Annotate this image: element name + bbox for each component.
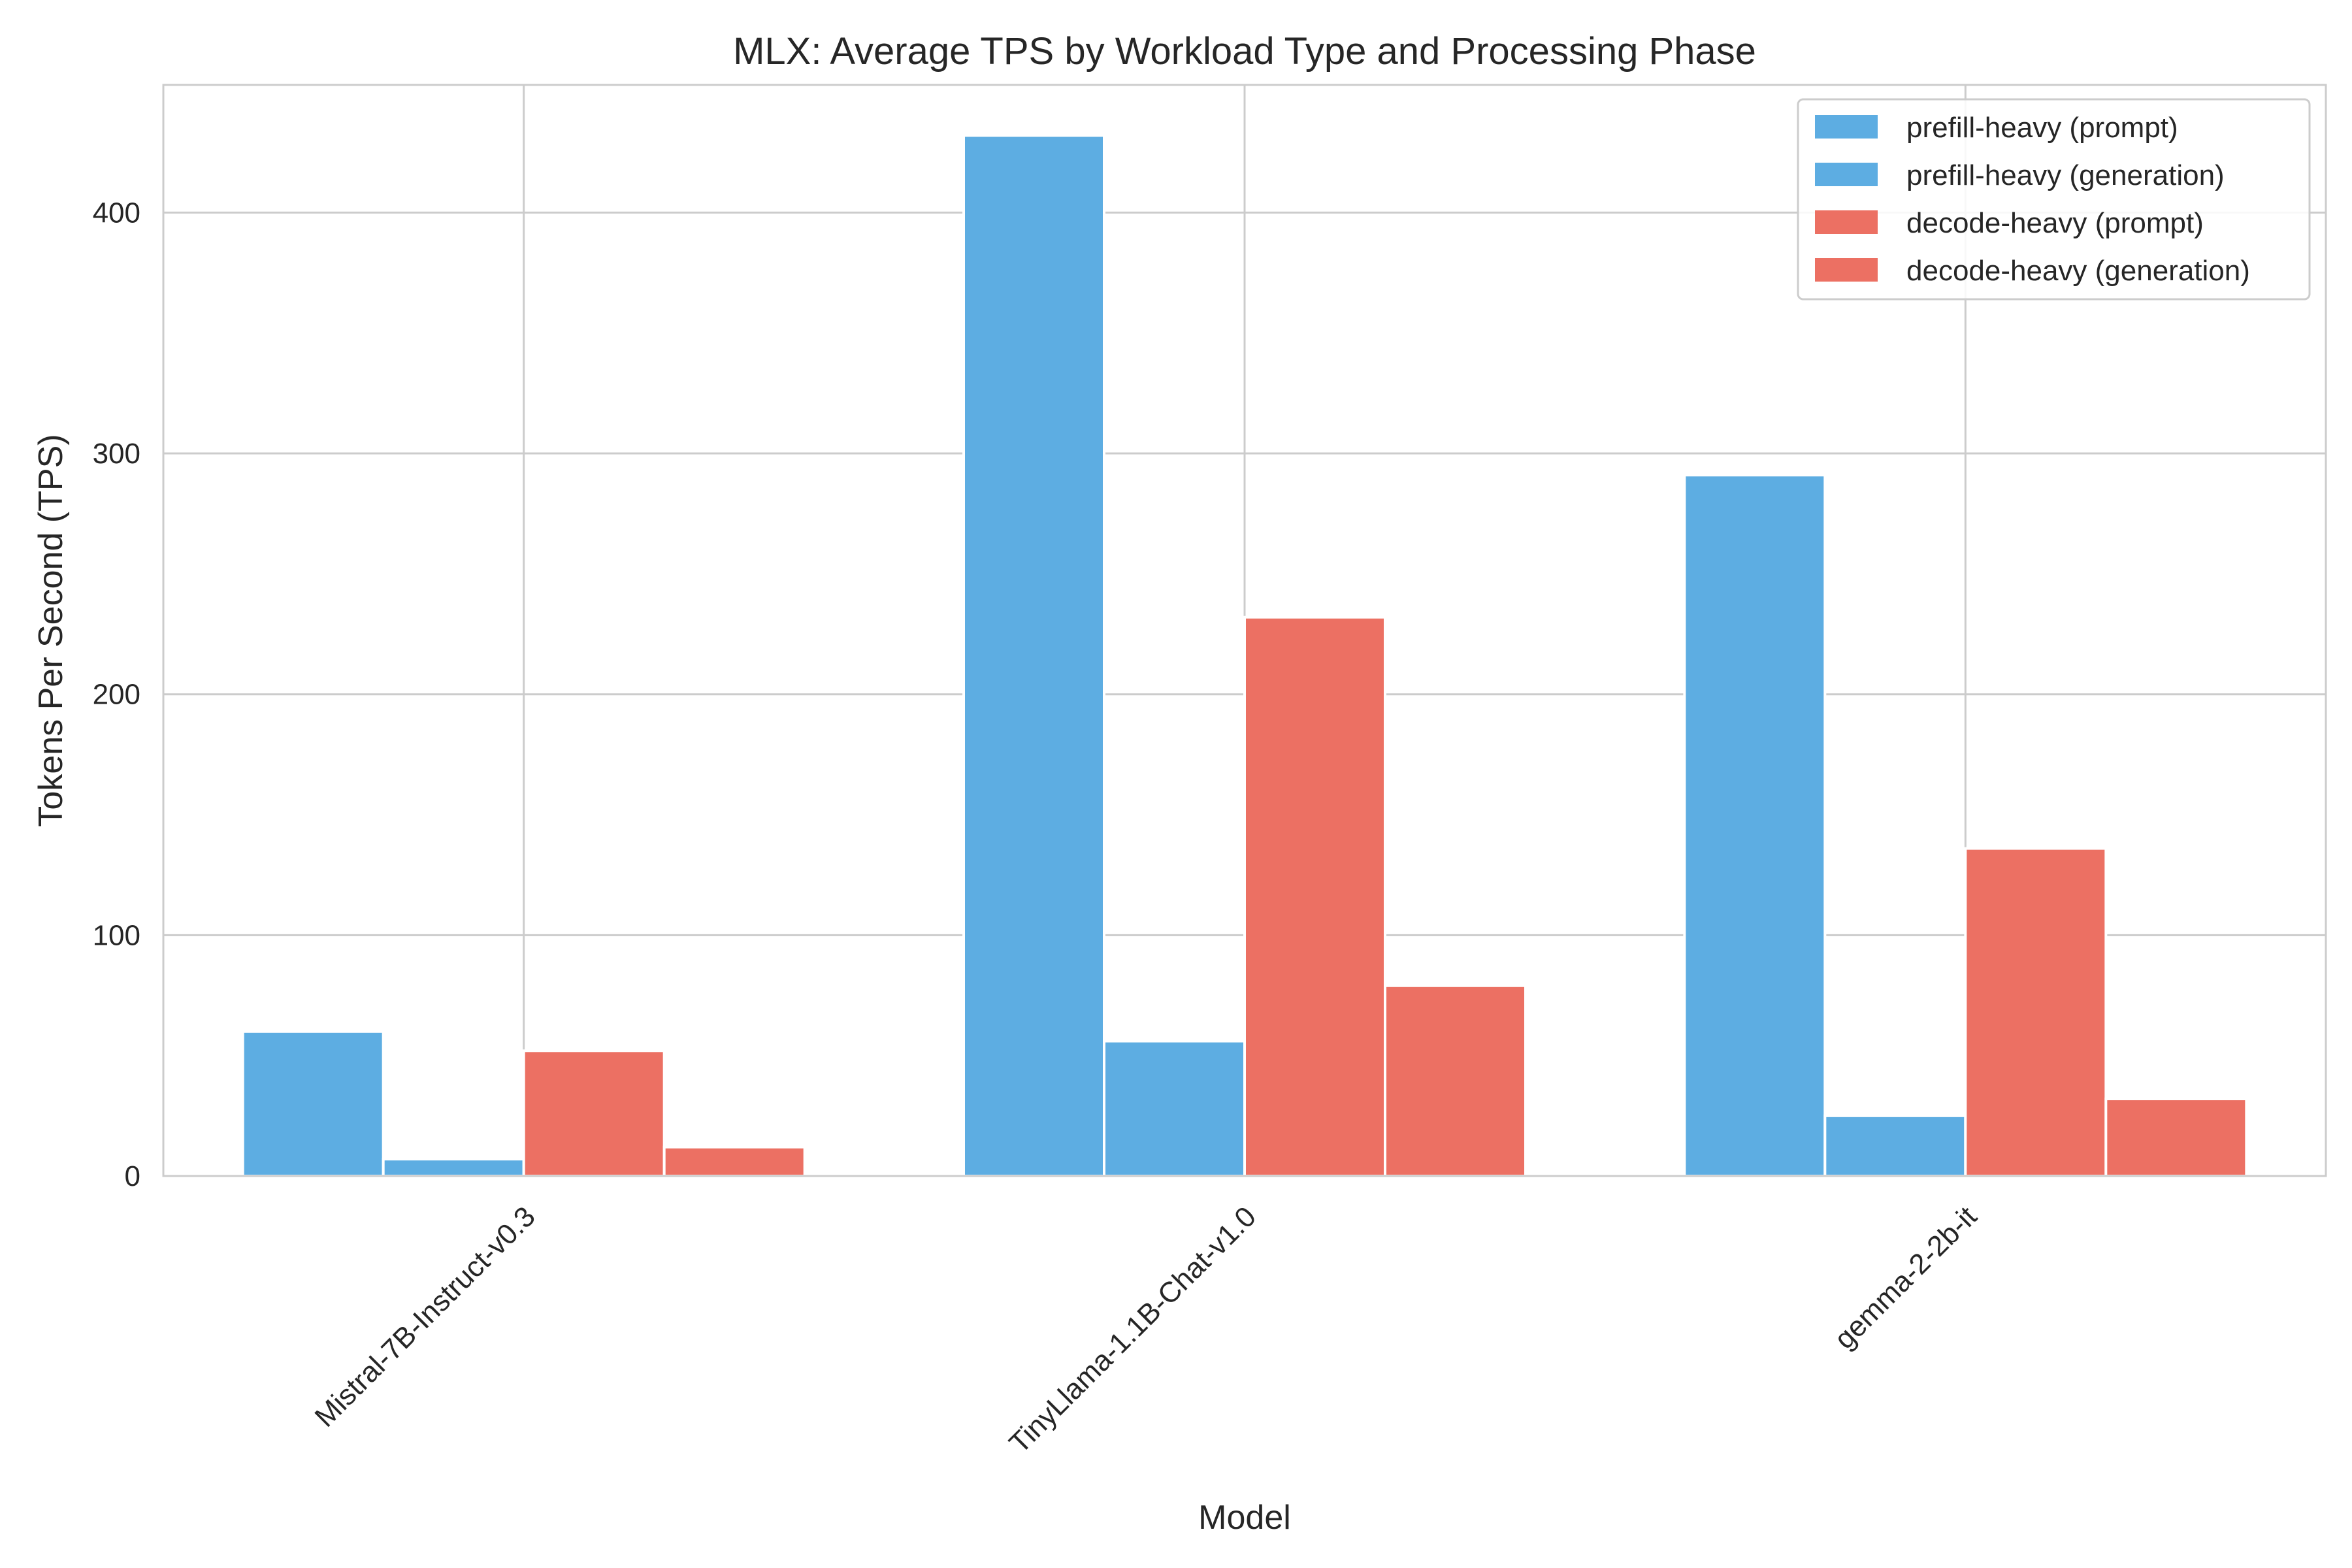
bars <box>241 134 2248 1178</box>
bar <box>662 1145 806 1178</box>
bar <box>241 1030 385 1178</box>
bar <box>962 134 1105 1177</box>
legend-label: decode-heavy (generation) <box>1906 255 2250 287</box>
x-axis-label: Model <box>1198 1499 1291 1537</box>
legend-swatch <box>1815 258 1878 282</box>
plot-frame <box>162 84 2327 1177</box>
y-tick-label: 0 <box>125 1160 140 1192</box>
y-tick-label: 300 <box>93 438 140 470</box>
bar <box>522 1049 666 1177</box>
bar <box>1964 847 2108 1177</box>
legend-label: prefill-heavy (generation) <box>1906 159 2225 191</box>
bar <box>382 1158 525 1177</box>
legend-label: decode-heavy (prompt) <box>1906 207 2204 239</box>
x-tick-label: gemma-2-2b-it <box>1828 1200 1983 1355</box>
y-tick-label: 400 <box>93 197 140 229</box>
legend-swatch <box>1815 210 1878 234</box>
bar <box>1103 1039 1246 1177</box>
y-axis-ticks: 0 100 200 300 400 <box>93 197 140 1192</box>
bar <box>1823 1114 1967 1178</box>
bar <box>2104 1098 2248 1177</box>
legend: prefill-heavy (prompt) prefill-heavy (gen… <box>1797 98 2311 301</box>
legend-label: prefill-heavy (prompt) <box>1906 112 2178 144</box>
bar <box>1683 474 1827 1178</box>
y-tick-label: 200 <box>93 679 140 711</box>
legend-swatch <box>1815 163 1878 186</box>
legend-frame <box>1797 98 2311 301</box>
x-tick-label: Mistral-7B-Instruct-v0.3 <box>309 1200 542 1433</box>
bar <box>1384 984 1527 1177</box>
y-axis-label: Tokens Per Second (TPS) <box>32 434 70 826</box>
bar <box>1243 615 1386 1177</box>
y-tick-label: 100 <box>93 919 140 951</box>
x-axis-ticks: Mistral-7B-Instruct-v0.3 TinyLlama-1.1B-C… <box>309 1200 1984 1460</box>
x-tick-label: TinyLlama-1.1B-Chat-v1.0 <box>1003 1200 1262 1460</box>
chart-title: MLX: Average TPS by Workload Type and Pr… <box>733 30 1756 73</box>
legend-swatch <box>1815 115 1878 139</box>
